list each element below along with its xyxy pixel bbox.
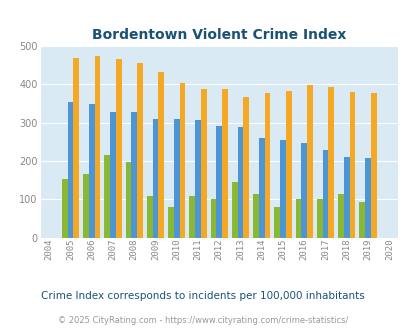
Bar	[364, 158, 370, 238]
Bar	[110, 112, 115, 238]
Bar	[279, 140, 285, 238]
Title: Bordentown Violent Crime Index: Bordentown Violent Crime Index	[92, 28, 345, 42]
Bar	[210, 199, 216, 238]
Bar	[67, 102, 73, 238]
Bar	[173, 119, 179, 238]
Bar	[253, 194, 258, 238]
Bar	[104, 155, 110, 238]
Bar	[195, 120, 200, 238]
Bar	[343, 157, 349, 238]
Bar	[189, 196, 195, 238]
Bar	[94, 56, 100, 238]
Bar	[158, 72, 164, 238]
Bar	[307, 85, 312, 238]
Text: © 2025 CityRating.com - https://www.cityrating.com/crime-statistics/: © 2025 CityRating.com - https://www.city…	[58, 316, 347, 325]
Bar	[179, 82, 185, 238]
Bar	[89, 104, 94, 238]
Bar	[231, 182, 237, 238]
Bar	[168, 207, 173, 238]
Bar	[200, 89, 206, 238]
Bar	[83, 175, 89, 238]
Bar	[216, 126, 222, 238]
Bar	[152, 118, 158, 238]
Bar	[258, 138, 264, 238]
Bar	[237, 127, 243, 238]
Bar	[328, 87, 333, 238]
Bar	[243, 97, 249, 238]
Bar	[62, 179, 67, 238]
Bar	[147, 196, 152, 238]
Bar	[322, 149, 328, 238]
Bar	[370, 92, 376, 238]
Bar	[115, 59, 121, 238]
Bar	[125, 162, 131, 238]
Bar	[222, 89, 227, 238]
Bar	[337, 194, 343, 238]
Bar	[285, 91, 291, 238]
Bar	[295, 199, 301, 238]
Bar	[274, 207, 279, 238]
Text: Crime Index corresponds to incidents per 100,000 inhabitants: Crime Index corresponds to incidents per…	[41, 291, 364, 301]
Bar	[264, 93, 270, 238]
Bar	[137, 63, 143, 238]
Bar	[349, 92, 354, 238]
Bar	[73, 58, 79, 238]
Bar	[301, 143, 307, 238]
Bar	[358, 202, 364, 238]
Bar	[316, 199, 322, 238]
Bar	[131, 112, 137, 238]
